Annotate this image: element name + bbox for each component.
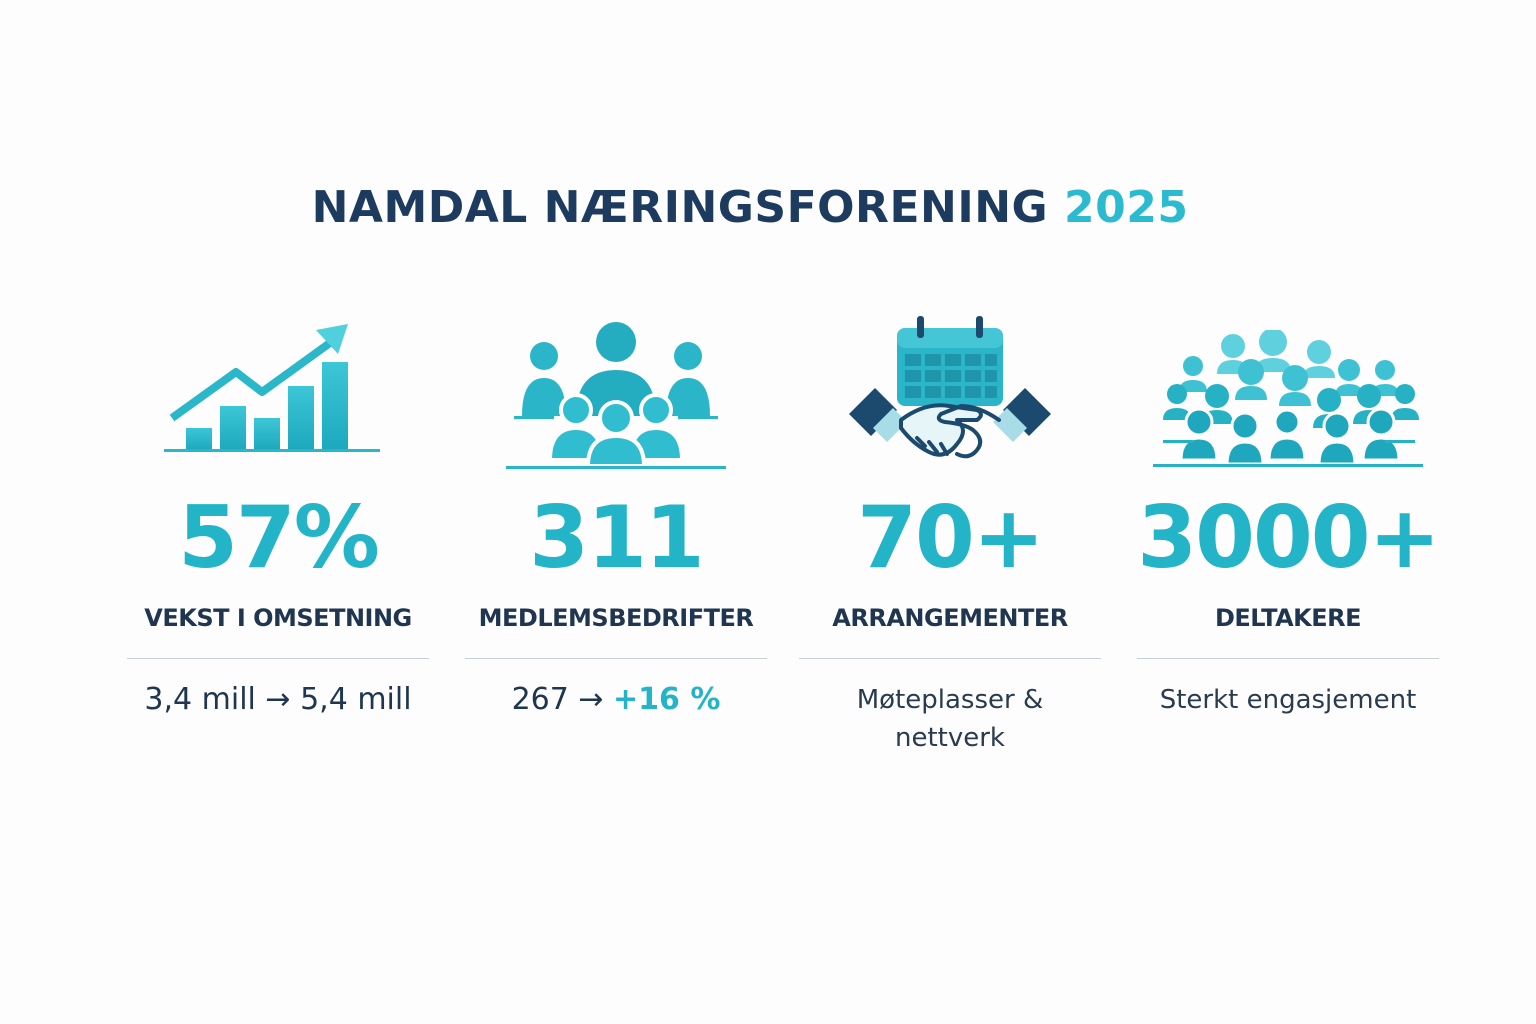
stat-revenue-growth: 57% VEKST I OMSETNING 3,4 mill → 5,4 mil… <box>123 300 433 719</box>
detail-line-1: Møteplasser & <box>856 685 1044 715</box>
detail-line-2: nettverk <box>895 723 1005 753</box>
stat-value: 3000+ <box>1137 488 1440 588</box>
title-main: NAMDAL NÆRINGSFORENING <box>311 182 1049 233</box>
handshake-calendar-icon <box>795 300 1105 470</box>
stat-value: 311 <box>529 488 705 588</box>
detail-prefix: 267 → <box>511 682 604 717</box>
stat-detail: 3,4 mill → 5,4 mill <box>144 682 412 717</box>
title-year: 2025 <box>1063 182 1189 233</box>
stat-value: 70+ <box>857 488 1045 588</box>
stat-label: VEKST I OMSETNING <box>144 604 412 632</box>
stat-detail: Sterkt engasjement <box>1159 685 1417 715</box>
divider <box>799 658 1101 659</box>
stat-label: ARRANGEMENTER <box>832 604 1068 632</box>
member-group-icon <box>461 300 771 470</box>
stat-events: 70+ ARRANGEMENTER Møteplasser & nettverk <box>795 300 1105 757</box>
stat-member-companies: 311 MEDLEMSBEDRIFTER 267 → +16 % <box>461 300 771 719</box>
page-title: NAMDAL NÆRINGSFORENING 2025 <box>0 182 1500 233</box>
divider <box>1137 658 1439 659</box>
stat-detail: 267 → +16 % <box>461 681 771 719</box>
detail-accent: +16 % <box>613 682 721 717</box>
stat-value: 57% <box>178 488 380 588</box>
stat-label: MEDLEMSBEDRIFTER <box>478 604 754 632</box>
growth-chart-icon <box>123 300 433 470</box>
stat-label: DELTAKERE <box>1214 604 1362 632</box>
crowd-icon <box>1133 300 1443 470</box>
divider <box>127 658 429 659</box>
divider <box>465 658 767 659</box>
stat-participants: 3000+ DELTAKERE Sterkt engasjement <box>1133 300 1443 719</box>
stat-detail: Møteplasser & nettverk <box>795 681 1105 757</box>
